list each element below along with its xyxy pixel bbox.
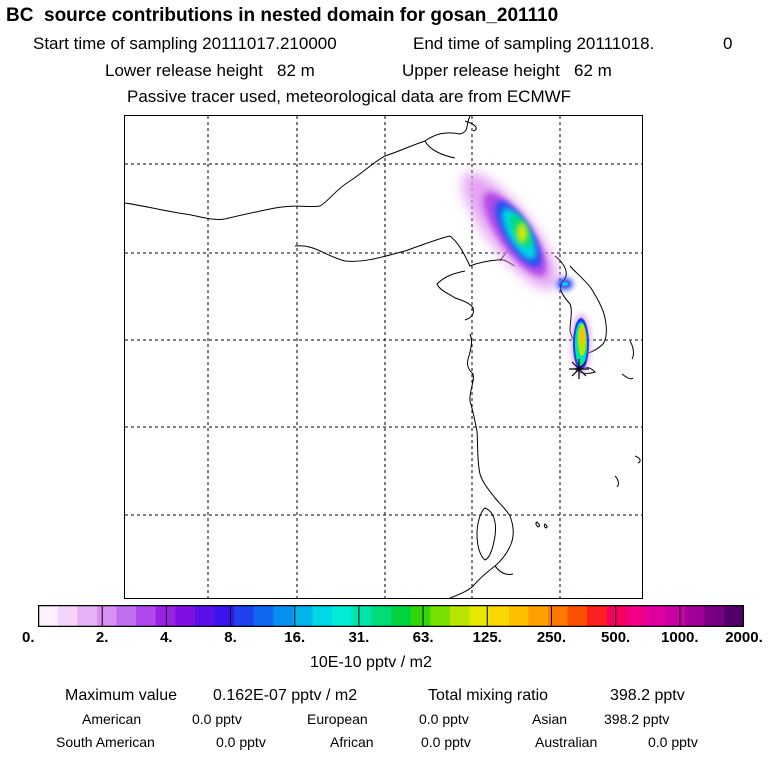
colorbar-swatch bbox=[155, 605, 176, 627]
max-value-label: Maximum value bbox=[65, 687, 178, 704]
end-time-label: End time of sampling 20111018. bbox=[413, 34, 655, 53]
colorbar-swatch bbox=[332, 605, 353, 627]
colorbar-swatch bbox=[410, 605, 431, 627]
colorbar-swatch bbox=[704, 605, 725, 627]
colorbar-swatch bbox=[214, 605, 235, 627]
upper-release-height: Upper release height 62 m bbox=[402, 61, 612, 80]
colorbar-tick-label: 31. bbox=[348, 629, 370, 646]
colorbar-tick-label: 16. bbox=[284, 629, 306, 646]
colorbar-tick-label: 500. bbox=[601, 629, 631, 646]
coastlines bbox=[125, 116, 641, 598]
colorbar-swatch bbox=[116, 605, 137, 627]
colorbar-swatch bbox=[194, 605, 216, 627]
colorbar-swatch bbox=[469, 605, 490, 627]
total-mixing-label: Total mixing ratio bbox=[428, 687, 549, 704]
region-value: 398.2 pptv bbox=[604, 711, 670, 727]
region-value: 0.0 pptv bbox=[192, 711, 242, 727]
end-time-suffix: 0 bbox=[723, 34, 733, 53]
region-value: 0.0 pptv bbox=[419, 711, 469, 727]
region-name: Australian bbox=[535, 734, 598, 750]
colorbar-swatch bbox=[371, 605, 392, 627]
colorbar-unit: 10E-10 pptv / m2 bbox=[310, 654, 432, 671]
region-value: 0.0 pptv bbox=[648, 734, 698, 750]
colorbar-tick-label: 0. bbox=[22, 629, 35, 646]
map-panel bbox=[124, 115, 643, 599]
colorbar-swatch bbox=[724, 605, 744, 627]
colorbar-swatch bbox=[96, 605, 118, 627]
total-mixing-value: 398.2 pptv bbox=[610, 687, 685, 704]
colorbar-swatch bbox=[606, 605, 627, 627]
max-value: 0.162E-07 pptv / m2 bbox=[213, 687, 358, 704]
colorbar-tick-label: 8. bbox=[224, 629, 237, 646]
colorbar-swatch bbox=[547, 605, 569, 627]
colorbar-swatch bbox=[508, 605, 529, 627]
colorbar-swatch bbox=[567, 605, 588, 627]
colorbar-swatch bbox=[57, 605, 78, 627]
colorbar-swatch bbox=[449, 605, 471, 627]
asterisk-icon bbox=[569, 359, 589, 379]
colorbar-swatch bbox=[273, 605, 294, 627]
colorbar bbox=[38, 605, 744, 627]
colorbar-swatch bbox=[234, 605, 255, 627]
colorbar-tick-label: 250. bbox=[536, 629, 567, 646]
region-name: European bbox=[307, 711, 368, 727]
region-name: American bbox=[82, 711, 142, 727]
colorbar-swatch bbox=[587, 605, 608, 627]
colorbar-border bbox=[38, 605, 744, 627]
colorbar-tick-label: 2000. bbox=[725, 629, 763, 646]
colorbar-swatch bbox=[292, 605, 314, 627]
colorbar-swatch bbox=[253, 605, 274, 627]
colorbar-swatch bbox=[685, 605, 706, 627]
plot-title: BC source contributions in nested domain… bbox=[6, 5, 559, 26]
lower-release-height: Lower release height 82 m bbox=[105, 61, 315, 80]
colorbar-swatch bbox=[391, 605, 412, 627]
colorbar-swatch bbox=[665, 605, 686, 627]
colorbar-swatch bbox=[38, 605, 59, 627]
map-canvas bbox=[125, 116, 642, 598]
start-time-label: Start time of sampling 20111017.210000 bbox=[33, 34, 337, 53]
grid-lines bbox=[125, 116, 642, 598]
colorbar-swatch bbox=[626, 605, 647, 627]
region-name: South American bbox=[56, 734, 155, 750]
colorbar-tick-label: 63. bbox=[412, 629, 434, 646]
colorbar-swatch bbox=[312, 605, 333, 627]
colorbar-swatch bbox=[77, 605, 98, 627]
colorbar-tick-label: 4. bbox=[160, 629, 173, 646]
colorbar-tick-label: 2. bbox=[95, 629, 109, 646]
colorbar-swatch bbox=[528, 605, 549, 627]
region-name: Asian bbox=[532, 711, 568, 727]
colorbar-swatch bbox=[489, 605, 510, 627]
region-value: 0.0 pptv bbox=[421, 734, 471, 750]
colorbar-swatch bbox=[645, 605, 667, 627]
colorbar-tick-label: 1000. bbox=[661, 629, 699, 646]
colorbar-swatch bbox=[351, 605, 372, 627]
region-name: African bbox=[330, 734, 374, 750]
colorbar-tick-label: 125. bbox=[472, 629, 502, 646]
colorbar-swatch bbox=[136, 605, 157, 627]
concentration-plume bbox=[462, 172, 591, 374]
colorbar-swatch bbox=[175, 605, 196, 627]
colorbar-swatch bbox=[430, 605, 451, 627]
tracer-note: Passive tracer used, meteorological data… bbox=[127, 87, 572, 106]
region-value: 0.0 pptv bbox=[216, 734, 266, 750]
